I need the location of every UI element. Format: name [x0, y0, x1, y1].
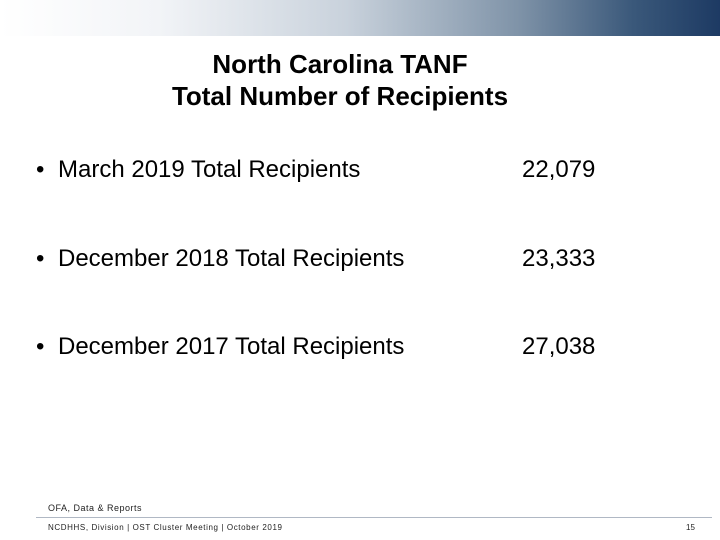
stat-row-december-2017: • December 2017 Total Recipients 27,038 — [36, 327, 676, 367]
stat-label-text: December 2018 Total Recipients — [58, 245, 405, 272]
stat-label: • March 2019 Total Recipients — [36, 150, 360, 190]
bullet-icon: • — [36, 245, 45, 272]
bullet-icon: • — [36, 333, 45, 360]
stat-row-march-2019: • March 2019 Total Recipients 22,079 — [36, 150, 676, 190]
stat-label-text: March 2019 Total Recipients — [58, 156, 361, 183]
footer-source: OFA, Data & Reports — [48, 503, 143, 513]
stat-row-december-2018: • December 2018 Total Recipients 23,333 — [36, 239, 676, 279]
slide-title-line2: Total Number of Recipients — [171, 81, 509, 111]
stat-label: • December 2017 Total Recipients — [36, 327, 404, 367]
footer-divider — [36, 517, 712, 518]
stat-value: 22,079 — [522, 156, 596, 183]
stat-label: • December 2018 Total Recipients — [36, 239, 404, 279]
footer-meeting-info: NCDHHS, Division | OST Cluster Meeting |… — [48, 523, 283, 532]
slide-title: North Carolina TANF Total Number of Reci… — [80, 48, 600, 112]
stat-value: 27,038 — [522, 333, 596, 360]
page-number: 15 — [686, 523, 695, 532]
bullet-icon: • — [36, 156, 45, 183]
stat-label-text: December 2017 Total Recipients — [58, 333, 405, 360]
slide-title-line1: North Carolina TANF — [212, 49, 468, 79]
header-gradient-bar — [0, 0, 720, 36]
stat-value: 23,333 — [522, 245, 596, 272]
